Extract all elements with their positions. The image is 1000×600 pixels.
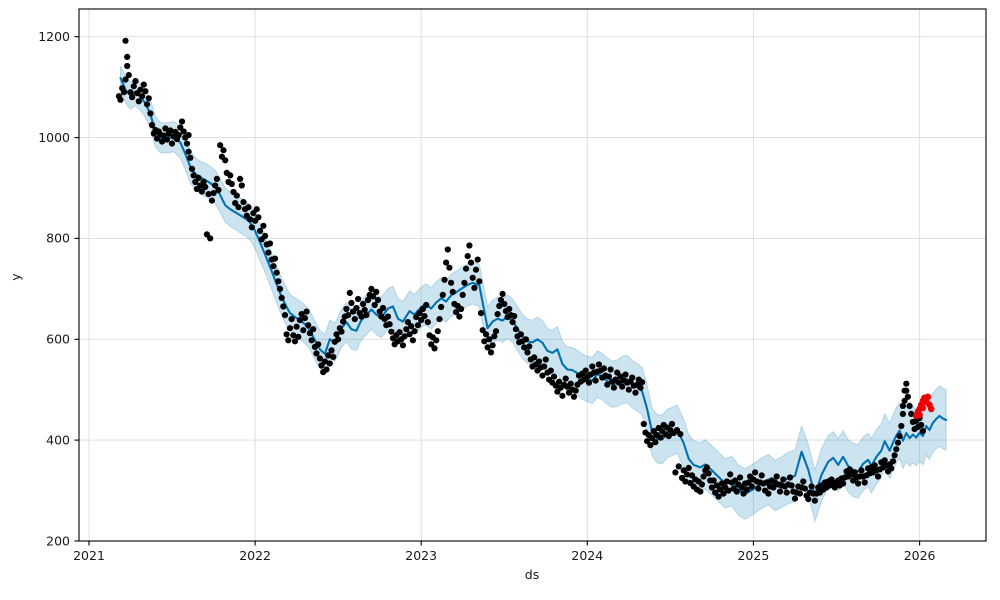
- x-tick-label: 2026: [904, 548, 936, 563]
- actual-points: [115, 37, 927, 504]
- forecast-line: [119, 77, 948, 497]
- y-tick-label: 400: [46, 432, 70, 447]
- uncertainty-band: [120, 65, 947, 524]
- x-tick-label: 2021: [73, 548, 105, 563]
- x-axis-label: ds: [525, 567, 539, 582]
- y-tick-label: 1000: [38, 130, 70, 145]
- anomaly-points: [912, 393, 935, 420]
- x-tick-label: 2023: [405, 548, 437, 563]
- x-tick-label: 2022: [239, 548, 271, 563]
- x-axis-ticks: 2021 2022 2023 2024 2025 2026: [73, 541, 936, 563]
- y-axis-label: y: [8, 273, 23, 281]
- y-axis-ticks: 200 400 600 800 1000 1200: [38, 29, 79, 548]
- plot-border: [78, 8, 987, 542]
- grid-lines: [79, 9, 986, 542]
- y-tick-label: 800: [46, 231, 70, 246]
- x-tick-label: 2024: [571, 548, 603, 563]
- y-tick-label: 1200: [38, 29, 70, 44]
- y-tick-label: 600: [46, 332, 70, 347]
- x-tick-label: 2025: [737, 548, 769, 563]
- y-tick-label: 200: [46, 533, 70, 548]
